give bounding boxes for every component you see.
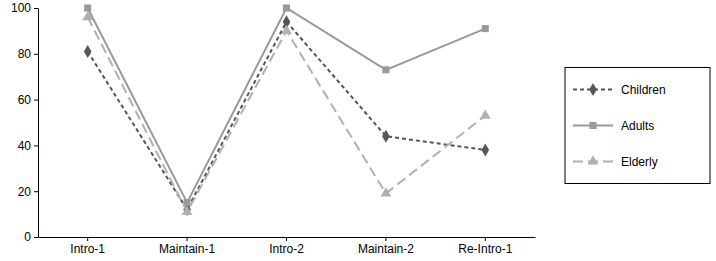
point xyxy=(82,11,93,20)
marks xyxy=(82,4,490,216)
y-tick-mark xyxy=(34,54,38,55)
y-tick: 60 xyxy=(18,93,38,107)
point xyxy=(182,206,193,215)
y-tick-mark xyxy=(34,145,38,146)
legend-label: Adults xyxy=(621,119,654,133)
legend-box xyxy=(565,68,710,184)
y-axis-line xyxy=(38,9,39,238)
y-tick-mark xyxy=(34,237,38,238)
y-tick-label: 40 xyxy=(18,139,32,153)
y-tick: 40 xyxy=(18,139,38,153)
legend-marker xyxy=(589,83,597,96)
legend-marker xyxy=(589,122,596,129)
x-tick-mark xyxy=(385,237,386,241)
legend-label: Children xyxy=(621,83,666,97)
y-tick: 80 xyxy=(18,47,38,61)
series-line xyxy=(88,17,486,212)
point xyxy=(283,4,290,11)
x-tick-label: Intro-2 xyxy=(269,242,304,256)
series-line xyxy=(88,8,486,203)
point xyxy=(381,187,392,196)
point xyxy=(382,130,390,143)
x-axis: Intro-1 Maintain-1 Intro-2 Maintain-2 Re-Int… xyxy=(39,237,536,256)
y-tick-label: 60 xyxy=(18,93,32,107)
x-tick: Intro-1 xyxy=(70,237,105,256)
point xyxy=(84,45,92,58)
series-line xyxy=(88,22,486,210)
x-tick: Maintain-1 xyxy=(159,237,215,256)
plot: 0 20 40 60 80 100 Intro-1 Maintain-1 Intro-2 Main… xyxy=(11,1,536,255)
legend-item: Adults xyxy=(573,119,654,133)
x-tick-label: Re-Intro-1 xyxy=(458,242,512,256)
y-tick-mark xyxy=(34,8,38,9)
x-tick-label: Intro-1 xyxy=(70,242,105,256)
point xyxy=(382,66,389,73)
x-tick-mark xyxy=(87,237,88,241)
y-tick-label: 100 xyxy=(11,1,31,15)
x-tick: Intro-2 xyxy=(269,237,304,256)
x-tick-mark xyxy=(286,237,287,241)
x-tick-label: Maintain-1 xyxy=(159,242,215,256)
point xyxy=(84,4,91,11)
y-tick-label: 20 xyxy=(18,185,32,199)
x-tick: Re-Intro-1 xyxy=(458,237,512,256)
point xyxy=(281,25,292,34)
chart: 0 20 40 60 80 100 Intro-1 Maintain-1 Intro-2 Main… xyxy=(0,0,716,261)
x-tick: Maintain-2 xyxy=(358,237,414,256)
y-tick: 20 xyxy=(18,185,38,199)
legend-item: Children xyxy=(573,83,666,97)
y-tick-mark xyxy=(34,191,38,192)
point xyxy=(480,109,491,118)
y-tick: 0 xyxy=(24,230,38,244)
legend: Children Adults Elderly xyxy=(565,68,710,184)
y-axis: 0 20 40 60 80 100 xyxy=(11,1,39,244)
x-tick-mark xyxy=(187,237,188,241)
legend-item: Elderly xyxy=(573,155,658,169)
y-tick-mark xyxy=(34,100,38,101)
x-tick-mark xyxy=(485,237,486,241)
legend-marker xyxy=(588,155,599,164)
point xyxy=(482,25,489,32)
point xyxy=(482,143,490,156)
y-tick-label: 0 xyxy=(24,230,31,244)
y-tick-label: 80 xyxy=(18,47,32,61)
x-tick-label: Maintain-2 xyxy=(358,242,414,256)
y-tick: 100 xyxy=(11,1,38,15)
legend-label: Elderly xyxy=(621,155,658,169)
